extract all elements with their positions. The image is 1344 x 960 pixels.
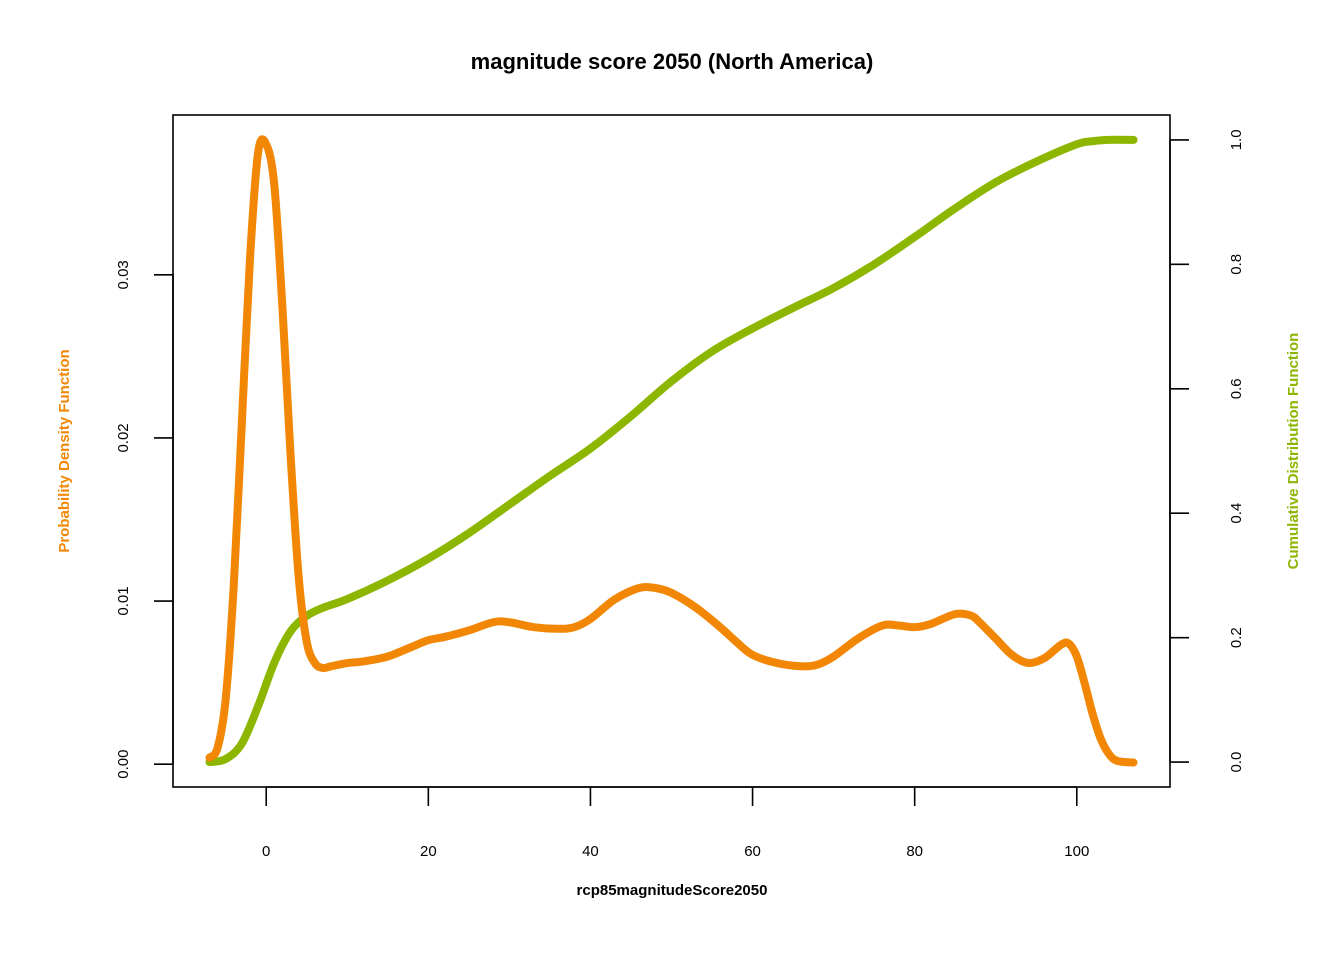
y-right-tick-label: 1.0 <box>1228 129 1245 150</box>
chart-title: magnitude score 2050 (North America) <box>471 49 874 74</box>
x-tick-label: 60 <box>744 843 761 860</box>
y-left-tick-label: 0.02 <box>115 423 132 452</box>
x-axis: 0 20 40 60 80 100 <box>262 786 1089 860</box>
y-left-tick-label: 0.00 <box>115 750 132 779</box>
x-tick-label: 80 <box>906 843 923 860</box>
x-tick-label: 40 <box>582 843 599 860</box>
x-tick-label: 100 <box>1064 843 1089 860</box>
y-left-axis-title: Probability Density Function <box>56 349 73 552</box>
y-right-axis: 0.0 0.2 0.4 0.6 0.8 1.0 <box>1169 129 1245 773</box>
y-right-tick-label: 0.6 <box>1228 378 1245 399</box>
y-right-tick-label: 0.4 <box>1228 503 1245 524</box>
series-layer <box>205 135 1138 767</box>
y-left-tick-label: 0.03 <box>115 260 132 289</box>
pdf-series-line <box>205 135 1138 767</box>
y-left-axis: 0.00 0.01 0.02 0.03 <box>115 260 174 779</box>
y-right-tick-label: 0.0 <box>1228 752 1245 773</box>
x-tick-label: 0 <box>262 843 270 860</box>
x-axis-title: rcp85magnitudeScore2050 <box>577 882 768 899</box>
cdf-series-line <box>205 135 1138 767</box>
y-right-tick-label: 0.2 <box>1228 627 1245 648</box>
y-right-axis-title: Cumulative Distribution Function <box>1285 333 1302 570</box>
x-tick-label: 20 <box>420 843 437 860</box>
y-left-tick-label: 0.01 <box>115 586 132 615</box>
y-right-tick-label: 0.8 <box>1228 254 1245 275</box>
